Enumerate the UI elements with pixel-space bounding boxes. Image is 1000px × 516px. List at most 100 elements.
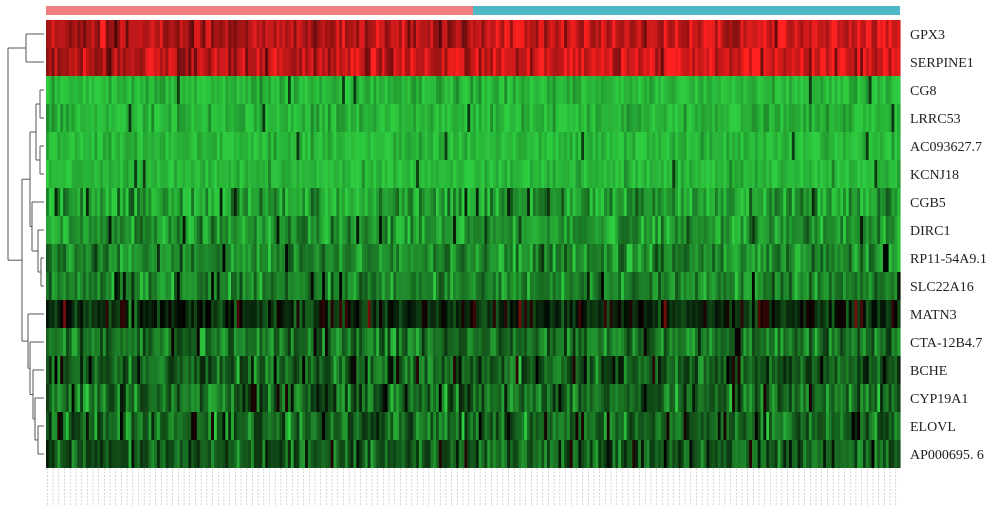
- heatmap-cell: [777, 76, 782, 104]
- heatmap-cell: [236, 188, 241, 216]
- heatmap-cell: [433, 244, 437, 272]
- heatmap-cell: [786, 216, 790, 244]
- heatmap-cell: [851, 48, 856, 76]
- heatmap-cell: [521, 412, 525, 440]
- heatmap-cell: [874, 440, 878, 468]
- heatmap-cell: [268, 188, 272, 216]
- heatmap-cell: [626, 356, 631, 384]
- heatmap-cell: [825, 76, 830, 104]
- heatmap-cell: [401, 188, 406, 216]
- heatmap-cell: [270, 20, 275, 48]
- heatmap-cell: [677, 412, 682, 440]
- heatmap-cell: [791, 356, 796, 384]
- heatmap-cell: [675, 440, 679, 468]
- heatmap-cell: [361, 48, 366, 76]
- heatmap-cell: [148, 244, 152, 272]
- heatmap-cell: [57, 356, 61, 384]
- heatmap-cell: [743, 216, 747, 244]
- heatmap-cell: [518, 412, 522, 440]
- heatmap-cell: [339, 104, 343, 132]
- heatmap-cell: [532, 384, 537, 412]
- heatmap-cell: [416, 48, 420, 76]
- heatmap-cell: [57, 272, 61, 300]
- heatmap-cell: [102, 356, 107, 384]
- heatmap-cell: [68, 132, 73, 160]
- heatmap-cell: [712, 412, 716, 440]
- heatmap-cell: [364, 188, 369, 216]
- heatmap-cell: [137, 216, 141, 244]
- heatmap-cell: [342, 272, 346, 300]
- heatmap-cell: [746, 356, 750, 384]
- heatmap-cell: [248, 20, 252, 48]
- heatmap-cell: [623, 104, 628, 132]
- heatmap-cell: [63, 328, 67, 356]
- heatmap-cell: [174, 20, 178, 48]
- heatmap-cell: [692, 272, 696, 300]
- heatmap-cell: [888, 272, 893, 300]
- heatmap-cell: [393, 76, 397, 104]
- heatmap-cell: [205, 412, 209, 440]
- heatmap-cell: [165, 328, 170, 356]
- heatmap-cell: [313, 20, 318, 48]
- heatmap-cell: [60, 48, 64, 76]
- heatmap-cell: [418, 356, 423, 384]
- heatmap-cell: [111, 356, 115, 384]
- heatmap-cell: [453, 244, 457, 272]
- heatmap-cell: [134, 356, 138, 384]
- heatmap-row: [46, 384, 901, 412]
- heatmap-cell: [538, 160, 542, 188]
- heatmap-cell: [322, 48, 326, 76]
- heatmap-cell: [769, 20, 773, 48]
- heatmap-cell: [296, 272, 300, 300]
- heatmap-cell: [418, 384, 423, 412]
- heatmap-cell: [248, 160, 252, 188]
- heatmap-cell: [339, 356, 343, 384]
- heatmap-cell: [310, 76, 315, 104]
- heatmap-cell: [401, 412, 406, 440]
- heatmap-cell: [117, 440, 121, 468]
- heatmap-cell: [777, 160, 782, 188]
- heatmap-cell: [709, 272, 713, 300]
- heatmap-cell: [276, 356, 281, 384]
- heatmap-cell: [598, 300, 602, 328]
- heatmap-cell: [159, 412, 164, 440]
- heatmap-cell: [649, 76, 653, 104]
- heatmap-cell: [757, 188, 762, 216]
- heatmap-cell: [825, 328, 830, 356]
- heatmap-cell: [470, 160, 474, 188]
- heatmap-cell: [97, 356, 101, 384]
- heatmap-cell: [364, 76, 369, 104]
- heatmap-cell: [364, 48, 369, 76]
- heatmap-cell: [868, 328, 873, 356]
- heatmap-cell: [754, 412, 759, 440]
- heatmap-cell: [851, 328, 856, 356]
- heatmap-cell: [359, 132, 363, 160]
- heatmap-cell: [307, 244, 312, 272]
- heatmap-cell: [515, 160, 520, 188]
- heatmap-cell: [128, 132, 132, 160]
- heatmap-cell: [370, 384, 374, 412]
- heatmap-cell: [265, 160, 269, 188]
- heatmap-cell: [46, 440, 50, 468]
- heatmap-cell: [894, 160, 898, 188]
- heatmap-cell: [507, 48, 511, 76]
- heatmap-cell: [541, 76, 545, 104]
- row-label: AP000695. 6: [910, 448, 984, 463]
- heatmap-cell: [179, 356, 184, 384]
- heatmap-cell: [344, 244, 349, 272]
- heatmap-cell: [569, 48, 574, 76]
- heatmap-cell: [794, 216, 799, 244]
- heatmap-row: [46, 328, 901, 356]
- heatmap-cell: [828, 300, 833, 328]
- heatmap-cell: [142, 300, 147, 328]
- heatmap-cell: [601, 48, 605, 76]
- heatmap-cell: [823, 48, 827, 76]
- heatmap-cell: [595, 412, 599, 440]
- heatmap-cell: [444, 160, 448, 188]
- heatmap-cell: [287, 48, 292, 76]
- heatmap-cell: [831, 104, 836, 132]
- heatmap-cell: [857, 244, 861, 272]
- heatmap-cell: [51, 20, 56, 48]
- heatmap-cell: [65, 48, 70, 76]
- heatmap-cell: [245, 384, 249, 412]
